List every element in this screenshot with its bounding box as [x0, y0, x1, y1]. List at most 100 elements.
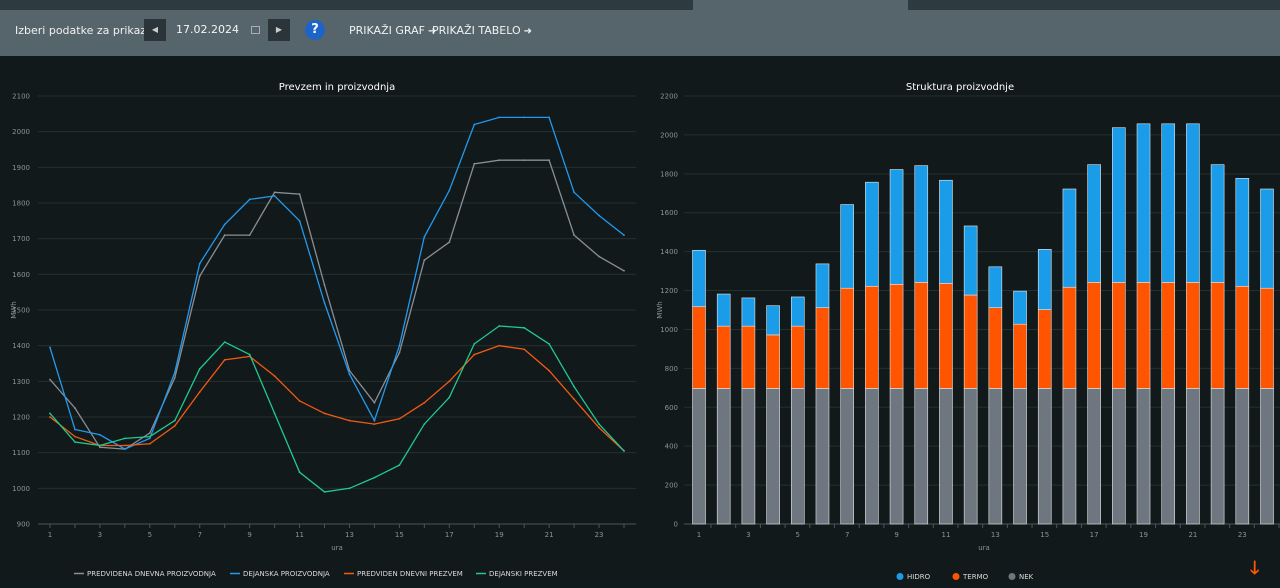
data-point: [348, 487, 351, 490]
data-point: [523, 116, 526, 119]
bar-nek: [1235, 388, 1250, 525]
data-point: [298, 219, 301, 222]
bar-nek: [1136, 388, 1151, 525]
data-point: [548, 369, 551, 372]
bar-nek: [1087, 388, 1101, 525]
legend-label: TERMO: [962, 573, 989, 581]
y-tick-label: 0: [674, 521, 678, 529]
data-point: [148, 435, 151, 438]
data-point: [323, 412, 326, 415]
data-point: [273, 191, 276, 194]
y-tick-label: 800: [665, 365, 678, 373]
bar-nek: [1062, 388, 1077, 525]
bar-termo: [963, 294, 978, 389]
data-point: [473, 353, 476, 356]
bar-termo: [1112, 282, 1126, 389]
x-tick-label: 9: [247, 531, 251, 539]
series-line-3: [49, 345, 625, 452]
data-point: [498, 116, 501, 119]
data-point: [448, 189, 451, 192]
y-tick-label: 1700: [12, 235, 30, 243]
help-button[interactable]: ?: [305, 20, 325, 40]
data-point: [348, 419, 351, 422]
bar-nek: [889, 388, 904, 525]
bar-nek: [1013, 388, 1027, 525]
x-tick-label: 1: [697, 531, 701, 539]
data-point: [99, 433, 101, 436]
data-point: [573, 398, 575, 401]
next-day-button[interactable]: ▶: [268, 19, 290, 41]
bar-hidro: [963, 225, 978, 296]
bar-termo: [1161, 282, 1176, 389]
data-point: [123, 448, 126, 450]
x-tick-label: 5: [796, 531, 800, 539]
y-tick-label: 1900: [12, 164, 30, 172]
data-point: [49, 412, 51, 415]
data-point: [473, 342, 476, 345]
bar-hidro: [692, 249, 706, 307]
bar-nek: [716, 388, 731, 525]
date-picker[interactable]: ◀ 17.02.2024 ▶: [144, 19, 290, 41]
y-tick-label: 1500: [12, 307, 30, 315]
y-tick-label: 1600: [12, 271, 30, 279]
prev-day-button[interactable]: ◀: [144, 19, 166, 41]
bar-termo: [840, 287, 854, 389]
y-tick-label: 1400: [660, 248, 678, 256]
data-point: [298, 471, 301, 474]
show-table-link[interactable]: PRIKAŽI TABELO ➜: [432, 24, 532, 37]
data-point: [473, 162, 476, 165]
bar-termo: [692, 306, 706, 389]
data-point: [148, 432, 151, 434]
data-point: [273, 194, 276, 197]
bar-nek: [963, 388, 978, 525]
bar-nek: [939, 388, 953, 525]
y-tick-label: 1800: [660, 170, 678, 178]
bar-hidro: [1112, 127, 1126, 283]
data-point: [573, 385, 575, 388]
x-tick-label: 11: [295, 531, 304, 539]
legend-label: PREDVIDEN DNEVNI PREZVEM: [357, 570, 463, 578]
data-point: [348, 373, 351, 376]
bar-hidro: [1037, 249, 1052, 310]
y-tick-label: 1600: [660, 209, 678, 217]
series-line-2: [49, 116, 625, 450]
calendar-icon[interactable]: [251, 26, 260, 34]
data-point: [498, 159, 501, 162]
bar-termo: [716, 325, 731, 389]
data-point: [123, 444, 126, 447]
bar-nek: [741, 388, 756, 525]
bar-hidro: [790, 296, 805, 327]
y-tick-label: 2100: [12, 93, 30, 101]
bar-nek: [692, 388, 706, 525]
scroll-down-icon[interactable]: 🡓: [1250, 558, 1260, 579]
legend-swatch: [896, 573, 904, 580]
data-point: [248, 353, 251, 356]
x-tick-label: 3: [98, 531, 102, 539]
data-point: [398, 351, 401, 354]
y-tick-label: 2200: [660, 93, 678, 101]
x-tick-label: 23: [595, 531, 604, 539]
bar-nek: [1112, 388, 1126, 525]
x-tick-label: 21: [545, 531, 554, 539]
data-point: [523, 326, 526, 329]
x-tick-label: 11: [941, 531, 950, 539]
data-point: [623, 449, 625, 452]
data-point: [198, 262, 201, 265]
legend-label: PREDVIDENA DNEVNA PROIZVODNJA: [87, 570, 216, 578]
bar-termo: [1235, 285, 1250, 389]
data-point: [373, 476, 376, 479]
y-tick-label: 1000: [660, 326, 678, 334]
y-tick-label: 1100: [12, 449, 30, 457]
data-point: [323, 284, 326, 286]
x-tick-label: 19: [495, 531, 504, 539]
y-tick-label: 200: [665, 482, 678, 490]
bar-termo: [1087, 282, 1101, 389]
data-point: [423, 401, 426, 404]
data-point: [598, 214, 600, 217]
data-point: [223, 341, 226, 343]
data-point: [623, 269, 625, 272]
show-graph-link[interactable]: PRIKAŽI GRAF ➜: [349, 24, 436, 37]
data-point: [398, 417, 401, 420]
data-point: [498, 325, 501, 327]
date-input[interactable]: 17.02.2024: [166, 19, 268, 41]
